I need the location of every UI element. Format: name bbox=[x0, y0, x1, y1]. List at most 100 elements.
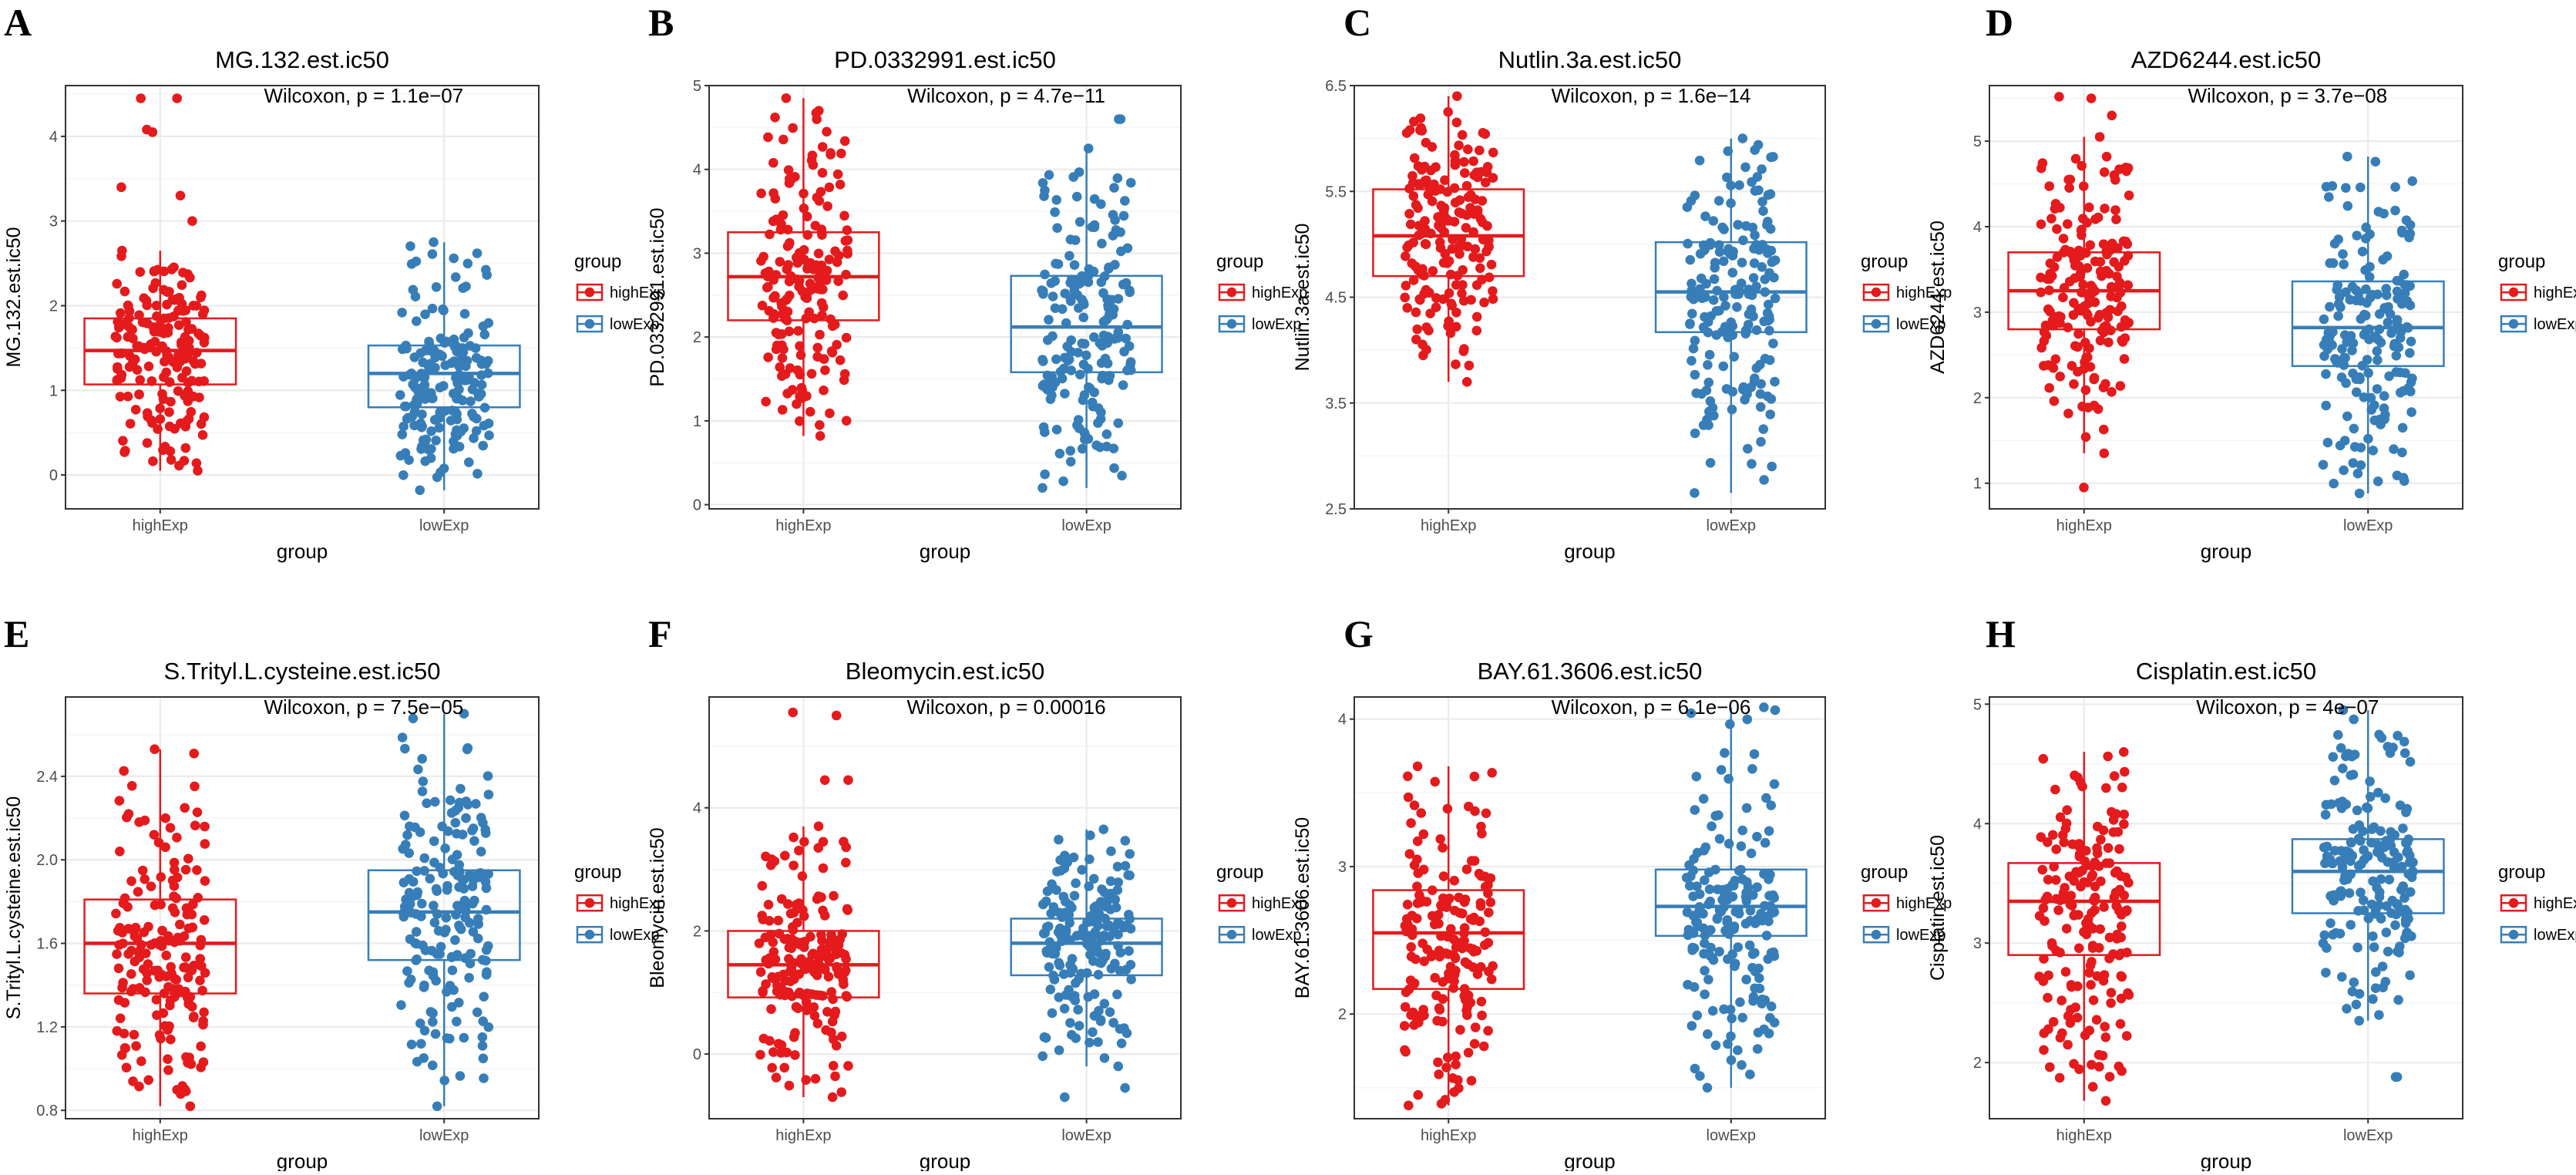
data-point bbox=[2100, 1022, 2110, 1032]
data-point bbox=[118, 436, 128, 446]
data-point bbox=[1451, 1051, 1461, 1062]
data-point bbox=[163, 1065, 173, 1076]
data-point bbox=[2337, 796, 2348, 806]
data-point bbox=[1065, 456, 1076, 467]
data-point bbox=[1687, 1021, 1697, 1031]
data-point bbox=[775, 362, 785, 372]
data-point bbox=[2382, 251, 2393, 261]
data-point bbox=[449, 443, 459, 454]
data-point bbox=[118, 978, 128, 988]
data-point bbox=[466, 948, 476, 959]
data-point bbox=[1457, 288, 1467, 298]
data-point bbox=[1737, 1060, 1747, 1070]
data-point bbox=[476, 847, 486, 857]
data-point bbox=[456, 783, 466, 794]
legend-key-point bbox=[1871, 897, 1882, 908]
data-point bbox=[1408, 191, 1419, 201]
data-point bbox=[2049, 861, 2059, 872]
data-point bbox=[1458, 280, 1468, 290]
data-point bbox=[2406, 377, 2416, 388]
data-point bbox=[812, 352, 822, 362]
panel-label-c: C bbox=[1343, 1, 1372, 44]
data-point bbox=[826, 150, 836, 160]
data-point bbox=[1475, 263, 1485, 274]
data-point bbox=[1747, 222, 1758, 233]
data-point bbox=[1733, 220, 1743, 230]
data-point bbox=[782, 1047, 792, 1058]
data-point bbox=[2400, 368, 2410, 379]
data-point bbox=[478, 818, 488, 828]
data-point bbox=[805, 278, 816, 289]
x-tick-label: highExp bbox=[775, 517, 831, 534]
data-point bbox=[1057, 373, 1068, 384]
data-point bbox=[481, 944, 492, 955]
data-point bbox=[1736, 841, 1747, 851]
data-point bbox=[1412, 761, 1423, 772]
data-point bbox=[2349, 714, 2359, 725]
data-point bbox=[2038, 976, 2049, 986]
data-point bbox=[2400, 918, 2411, 928]
data-point bbox=[2080, 338, 2090, 348]
data-point bbox=[842, 225, 853, 235]
x-tick-label: lowExp bbox=[2343, 517, 2393, 534]
data-point bbox=[1461, 1005, 1471, 1015]
data-point bbox=[791, 900, 802, 910]
data-point bbox=[1104, 335, 1115, 345]
data-point bbox=[826, 987, 836, 997]
wilcoxon-annotation: Wilcoxon, p = 7.5e−05 bbox=[264, 695, 463, 719]
data-point bbox=[126, 876, 136, 887]
data-point bbox=[1764, 870, 1774, 880]
data-point bbox=[2342, 1004, 2352, 1014]
data-point bbox=[2047, 271, 2057, 281]
data-point bbox=[116, 924, 127, 935]
data-point bbox=[1732, 302, 1742, 312]
legend-item-lowExp: lowExp bbox=[576, 315, 659, 333]
data-point bbox=[1037, 483, 1048, 493]
data-point bbox=[2104, 268, 2114, 279]
data-point bbox=[2085, 961, 2096, 971]
data-point bbox=[811, 990, 822, 1000]
data-point bbox=[2358, 895, 2369, 905]
data-point bbox=[2362, 802, 2372, 813]
data-point bbox=[1471, 311, 1482, 322]
data-point bbox=[1709, 274, 1720, 284]
data-point bbox=[150, 900, 160, 911]
data-point bbox=[415, 485, 425, 496]
data-point bbox=[806, 369, 817, 379]
data-point bbox=[1409, 116, 1419, 126]
data-point bbox=[428, 1008, 438, 1018]
data-point bbox=[119, 286, 130, 297]
data-point bbox=[2063, 174, 2073, 185]
data-point bbox=[1051, 354, 1061, 365]
data-point bbox=[1463, 1048, 1474, 1058]
data-point bbox=[763, 900, 774, 910]
data-point bbox=[403, 412, 413, 423]
data-point bbox=[420, 309, 430, 320]
data-point bbox=[1461, 223, 1471, 233]
data-point bbox=[1445, 269, 1456, 280]
data-point bbox=[1700, 292, 1710, 302]
data-point bbox=[473, 914, 483, 924]
data-point bbox=[841, 332, 852, 343]
data-point bbox=[1108, 443, 1119, 453]
data-point bbox=[1411, 335, 1421, 345]
data-point bbox=[2094, 1062, 2104, 1072]
legend-label: lowExp bbox=[2534, 927, 2576, 944]
data-point bbox=[1762, 220, 1772, 231]
data-point bbox=[1748, 273, 1759, 283]
data-point bbox=[2405, 300, 2416, 311]
data-point bbox=[833, 940, 844, 950]
data-point bbox=[1402, 899, 1413, 910]
data-point bbox=[1770, 376, 1780, 387]
data-point bbox=[2353, 288, 2364, 298]
data-point bbox=[2047, 315, 2058, 325]
data-point bbox=[138, 964, 149, 975]
data-point bbox=[2115, 1018, 2126, 1029]
data-point bbox=[1088, 874, 1099, 884]
data-point bbox=[782, 306, 793, 317]
data-point bbox=[1069, 260, 1080, 271]
data-point bbox=[1094, 1005, 1104, 1016]
data-point bbox=[2406, 386, 2416, 397]
data-point bbox=[1470, 244, 1481, 254]
data-point bbox=[2333, 311, 2343, 322]
